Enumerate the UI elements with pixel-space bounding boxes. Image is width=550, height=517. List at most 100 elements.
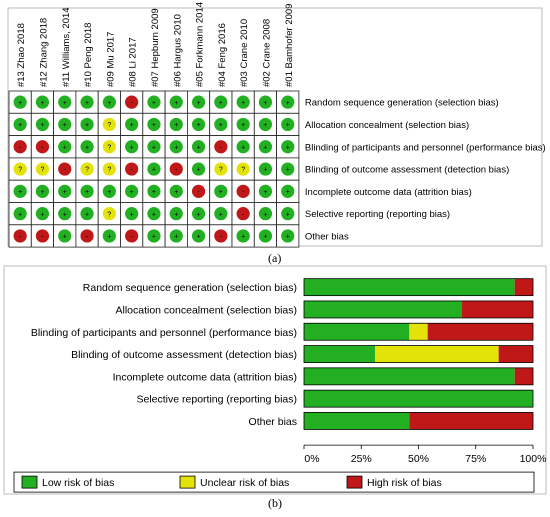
judgment-high-dot (13, 140, 27, 154)
bar-segment (304, 323, 410, 341)
judgment-low-dot (147, 229, 161, 243)
judgment-unclear-dot (214, 162, 228, 176)
judgment-symbol: + (152, 189, 156, 196)
judgment-low-dot (169, 184, 183, 198)
judgment-symbol: ? (219, 167, 223, 174)
study-label: #13 Zhao 2018 (16, 23, 27, 87)
bar-segment (304, 278, 515, 296)
judgment-low-dot (58, 184, 72, 198)
judgment-symbol: + (241, 234, 245, 241)
judgment-symbol: + (18, 122, 22, 129)
domain-label: Blinding of outcome assessment (detectio… (305, 165, 509, 176)
judgment-low-dot (58, 140, 72, 154)
judgment-symbol: - (242, 211, 245, 218)
x-tick-label: 50% (408, 453, 429, 465)
judgment-low-dot (58, 229, 72, 243)
judgment-low-dot (214, 184, 228, 198)
domain-label: Other bias (305, 231, 349, 242)
judgment-high-dot (214, 229, 228, 243)
study-label: #12 Zhang 2018 (38, 18, 49, 87)
judgment-symbol: + (219, 122, 223, 129)
bar-outline (303, 278, 534, 297)
judgment-low-dot (125, 184, 139, 198)
judgment-symbol: + (174, 189, 178, 196)
study-label: #01 Bamhofer 2009 (284, 4, 295, 87)
panel-b-label: (b) (268, 496, 282, 510)
bar-segment (304, 412, 410, 430)
judgment-low-dot (281, 207, 295, 221)
domain-label: Selective reporting (reporting bias) (305, 209, 450, 220)
legend-box (13, 471, 535, 493)
judgment-symbol: + (174, 234, 178, 241)
judgment-low-dot (281, 229, 295, 243)
judgment-symbol: + (130, 144, 134, 151)
judgment-unclear-dot (35, 162, 50, 176)
judgment-symbol: + (197, 144, 201, 151)
judgment-symbol: + (263, 189, 267, 196)
judgment-low-dot (35, 117, 50, 132)
judgment-symbol: - (64, 167, 67, 174)
judgment-symbol: + (152, 100, 156, 107)
judgment-symbol: + (263, 122, 267, 129)
judgment-symbol: + (18, 189, 22, 196)
judgment-unclear-dot (236, 162, 250, 176)
judgment-symbol: - (130, 167, 133, 174)
category-label: Other bias (249, 416, 297, 428)
judgment-low-dot (169, 117, 183, 132)
study-label: #10 Peng 2018 (83, 23, 94, 87)
judgment-symbol: + (85, 211, 89, 218)
judgment-high-dot (35, 229, 50, 243)
bar-segment (498, 345, 533, 363)
bar-segment (409, 412, 533, 430)
judgment-symbol: + (286, 144, 290, 151)
judgment-symbol: + (174, 122, 178, 129)
judgment-symbol: + (286, 189, 290, 196)
judgment-symbol: + (241, 122, 245, 129)
judgment-symbol: ? (107, 211, 111, 218)
judgment-symbol: + (219, 211, 223, 218)
judgment-symbol: + (219, 189, 223, 196)
judgment-symbol: + (197, 122, 201, 129)
judgment-low-dot (58, 117, 72, 132)
judgment-unclear-dot (102, 117, 116, 132)
judgment-symbol: + (63, 122, 67, 129)
judgment-symbol: + (85, 189, 89, 196)
judgment-symbol: - (19, 234, 22, 241)
judgment-symbol: + (85, 100, 89, 107)
judgment-symbol: + (40, 211, 44, 218)
judgment-low-dot (191, 117, 206, 132)
category-label: Blinding of participants and personnel (… (31, 327, 297, 339)
judgment-high-dot (236, 184, 250, 198)
judgment-symbol: - (19, 144, 22, 151)
study-label: #08 Li 2017 (128, 37, 139, 87)
category-label: Blinding of outcome assessment (detectio… (71, 349, 297, 361)
judgment-low-dot (258, 162, 273, 176)
judgment-high-dot (13, 229, 27, 243)
panel-b-frame (3, 265, 547, 495)
judgment-symbol: + (63, 211, 67, 218)
judgment-symbol: + (18, 100, 22, 107)
judgment-low-dot (236, 229, 250, 243)
judgment-symbol: + (130, 122, 134, 129)
judgment-unclear-dot (102, 140, 116, 154)
bias-graph: Random sequence generation (selection bi… (3, 265, 547, 495)
judgment-high-dot (35, 140, 50, 154)
bar-outline (303, 412, 534, 430)
judgment-high-dot (125, 95, 139, 109)
judgment-unclear-dot (13, 162, 27, 176)
judgment-low-dot (102, 229, 116, 243)
judgment-low-dot (214, 207, 228, 221)
judgment-symbol: - (242, 189, 245, 196)
judgment-symbol: + (286, 211, 290, 218)
judgment-symbol: - (41, 234, 44, 241)
study-label: #11 Williams, 2014 (61, 7, 72, 87)
x-tick-label: 75% (465, 453, 486, 465)
judgment-low-dot (258, 229, 273, 243)
judgment-unclear-dot (102, 162, 116, 176)
judgment-low-dot (258, 207, 273, 221)
judgment-low-dot (58, 95, 72, 109)
judgment-symbol: + (219, 100, 223, 107)
x-tick-label: 25% (351, 453, 372, 465)
judgment-low-dot (80, 184, 94, 198)
judgment-symbol: + (197, 100, 201, 107)
